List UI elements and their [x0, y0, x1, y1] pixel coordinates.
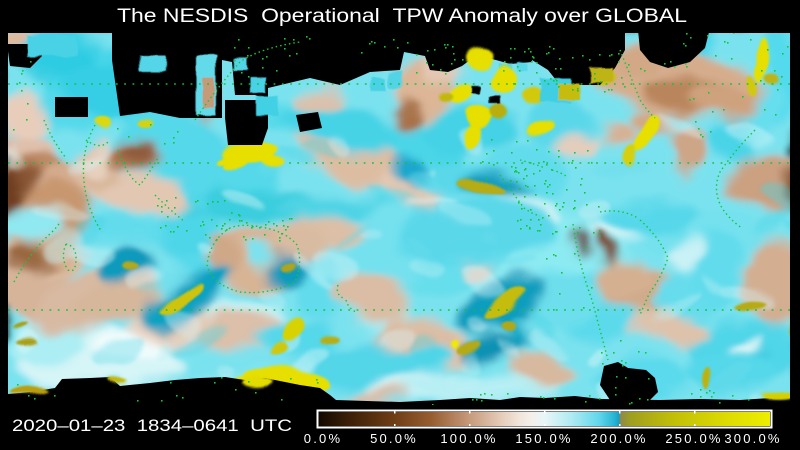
svg-text:250.0%: 250.0%	[665, 431, 722, 446]
svg-text:The NESDIS Operational TPW A: The NESDIS Operational TPW Anomaly over …	[117, 6, 687, 27]
svg-text:50.0%: 50.0%	[370, 431, 418, 446]
svg-text:100.0%: 100.0%	[440, 431, 497, 446]
svg-text:150.0%: 150.0%	[515, 431, 572, 446]
svg-text:300.0%: 300.0%	[724, 431, 781, 446]
svg-text:200.0%: 200.0%	[590, 431, 647, 446]
svg-text:2020–01–23 1834–0641 UTC: 2020–01–23 1834–0641 UTC	[12, 417, 292, 435]
svg-text:0.0%: 0.0%	[304, 431, 342, 446]
